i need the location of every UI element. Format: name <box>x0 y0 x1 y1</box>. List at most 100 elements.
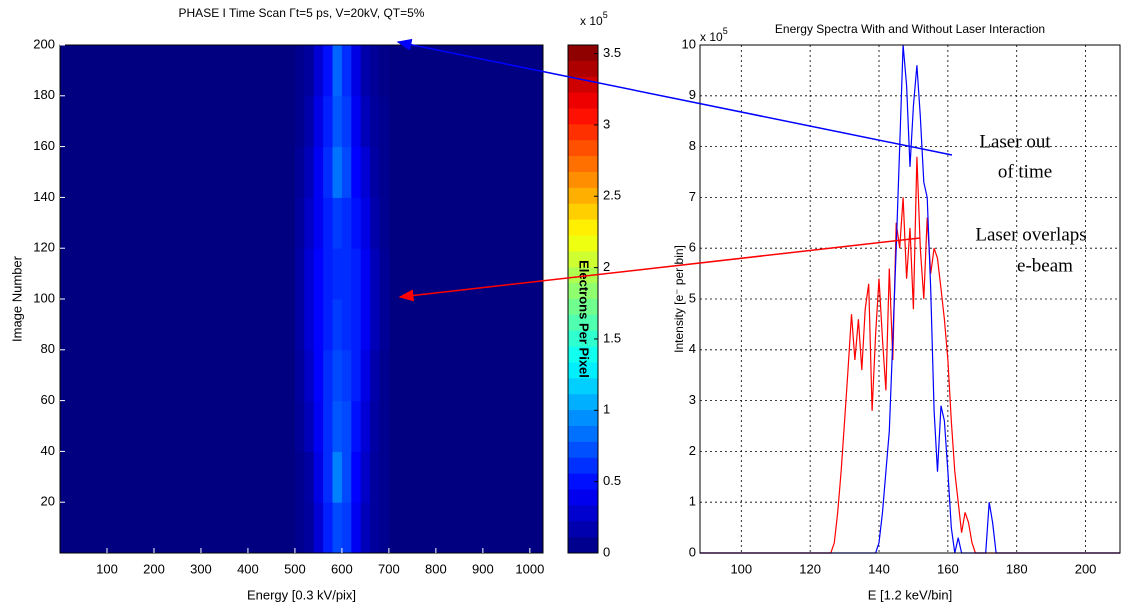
heatmap-cell <box>304 299 315 351</box>
x-axis-label: E [1.2 keV/bin] <box>868 587 953 602</box>
heatmap-cell <box>341 349 352 402</box>
y-tick-label: 2 <box>689 443 696 458</box>
annotation: Laser out <box>979 131 1051 152</box>
heatmap-cell <box>332 400 343 452</box>
colorbar-band <box>568 92 598 109</box>
arrow <box>396 38 953 156</box>
heatmap-cell <box>313 248 324 300</box>
plots: 100 200 300 400 500 600 700 800 900 1000204060801… <box>9 6 1121 602</box>
scale-power: 5 <box>603 10 608 20</box>
x-tick-label: 100 <box>730 561 752 576</box>
heatmap-cell <box>294 451 305 503</box>
heatmap-cell <box>370 502 380 554</box>
heatmap-cell <box>360 502 371 554</box>
colorbar-band <box>568 394 598 411</box>
scale-power: 5 <box>723 26 728 36</box>
x-tick-label: 1000 <box>515 561 544 576</box>
y-tick-label: 0 <box>689 544 696 559</box>
annotation: Laser overlaps <box>975 224 1086 245</box>
heatmap-cell <box>332 451 343 503</box>
x-tick-label: 700 <box>378 561 400 576</box>
heatmap-cell <box>360 248 371 300</box>
heatmap-cell <box>360 146 371 198</box>
x-tick-label: 200 <box>1075 561 1097 576</box>
annotation: of time <box>998 161 1052 182</box>
colorbar-label: Electrons Per Pixel <box>577 260 592 378</box>
colorbar-band <box>568 362 598 379</box>
y-tick-label: 160 <box>33 138 55 153</box>
heatmap-cell <box>360 45 371 97</box>
y-tick-label: 120 <box>33 240 55 255</box>
colorbar-band <box>568 156 598 173</box>
colorbar-band <box>568 410 598 427</box>
colorbar-band <box>568 473 598 490</box>
y-tick-label: 9 <box>689 87 696 102</box>
heatmap-cell <box>323 146 334 198</box>
heatmap-cell <box>304 45 315 97</box>
colorbar-band <box>568 299 598 316</box>
heatmap-cell <box>323 502 334 554</box>
heatmap-cell <box>351 502 362 554</box>
heatmap-cell <box>332 349 343 402</box>
colorbar-band <box>568 187 598 205</box>
heatmap-cell <box>294 95 305 148</box>
spectrum-line <box>700 156 1120 554</box>
heatmap-cell <box>332 197 343 249</box>
y-tick-label: 5 <box>689 290 696 305</box>
y-tick-label: 40 <box>41 443 55 458</box>
y-tick-label: 140 <box>33 189 55 204</box>
colorbar-band <box>568 489 598 506</box>
y-tick-label: 1 <box>689 494 696 509</box>
heatmap-cell <box>341 299 352 351</box>
arrow <box>398 237 921 302</box>
heatmap-cell <box>304 451 315 503</box>
heatmap-cell <box>341 248 352 300</box>
heatmap-cell <box>351 146 362 198</box>
colorbar-band <box>568 441 598 459</box>
y-tick-label: 80 <box>41 341 55 356</box>
colorbar-band <box>568 60 598 78</box>
heatmap-cell <box>351 400 362 452</box>
heatmap-cell <box>304 95 315 148</box>
heatmap-cell <box>313 197 324 249</box>
heatmap-cell <box>379 299 390 351</box>
heatmap-cell <box>332 299 343 351</box>
heatmap-cell <box>351 451 362 503</box>
heatmap-cell <box>341 451 352 503</box>
heatmap-cell <box>341 502 352 554</box>
heatmap-cell <box>360 95 371 148</box>
heatmap-cell <box>294 248 305 300</box>
heatmap-cell <box>379 451 390 503</box>
y-tick-label: 7 <box>689 189 696 204</box>
heatmap-cell <box>294 502 305 554</box>
colorbar-band <box>568 537 598 554</box>
heatmap-cell <box>351 248 362 300</box>
heatmap-cell <box>313 95 324 148</box>
heatmap-cell <box>379 95 390 148</box>
heatmap-cell <box>360 451 371 503</box>
scale-label: x 105 <box>700 26 728 44</box>
heatmap-cell <box>379 197 390 249</box>
heatmap-cell <box>370 95 380 148</box>
heatmap-cell <box>313 146 324 198</box>
colorbar-tick-label: 2.5 <box>603 188 621 203</box>
heatmap-cell <box>370 451 380 503</box>
x-tick-label: 100 <box>96 561 118 576</box>
x-tick-label: 600 <box>331 561 353 576</box>
heatmap-cell <box>294 400 305 452</box>
heatmap-cell <box>341 146 352 198</box>
y-tick-label: 10 <box>682 36 696 51</box>
heatmap-cell <box>332 95 343 148</box>
colorbar-band <box>568 330 598 348</box>
heatmap-cell <box>304 248 315 300</box>
heatmap-cell <box>313 349 324 402</box>
colorbar-band <box>568 172 598 189</box>
annotation: e-beam <box>1017 255 1073 276</box>
colorbar-tick-label: 3 <box>603 116 610 131</box>
colorbar-band <box>568 346 598 363</box>
colorbar-band <box>568 108 598 125</box>
heatmap-cell <box>360 349 371 402</box>
heatmap-cell <box>370 248 380 300</box>
colorbar-band <box>568 426 598 443</box>
